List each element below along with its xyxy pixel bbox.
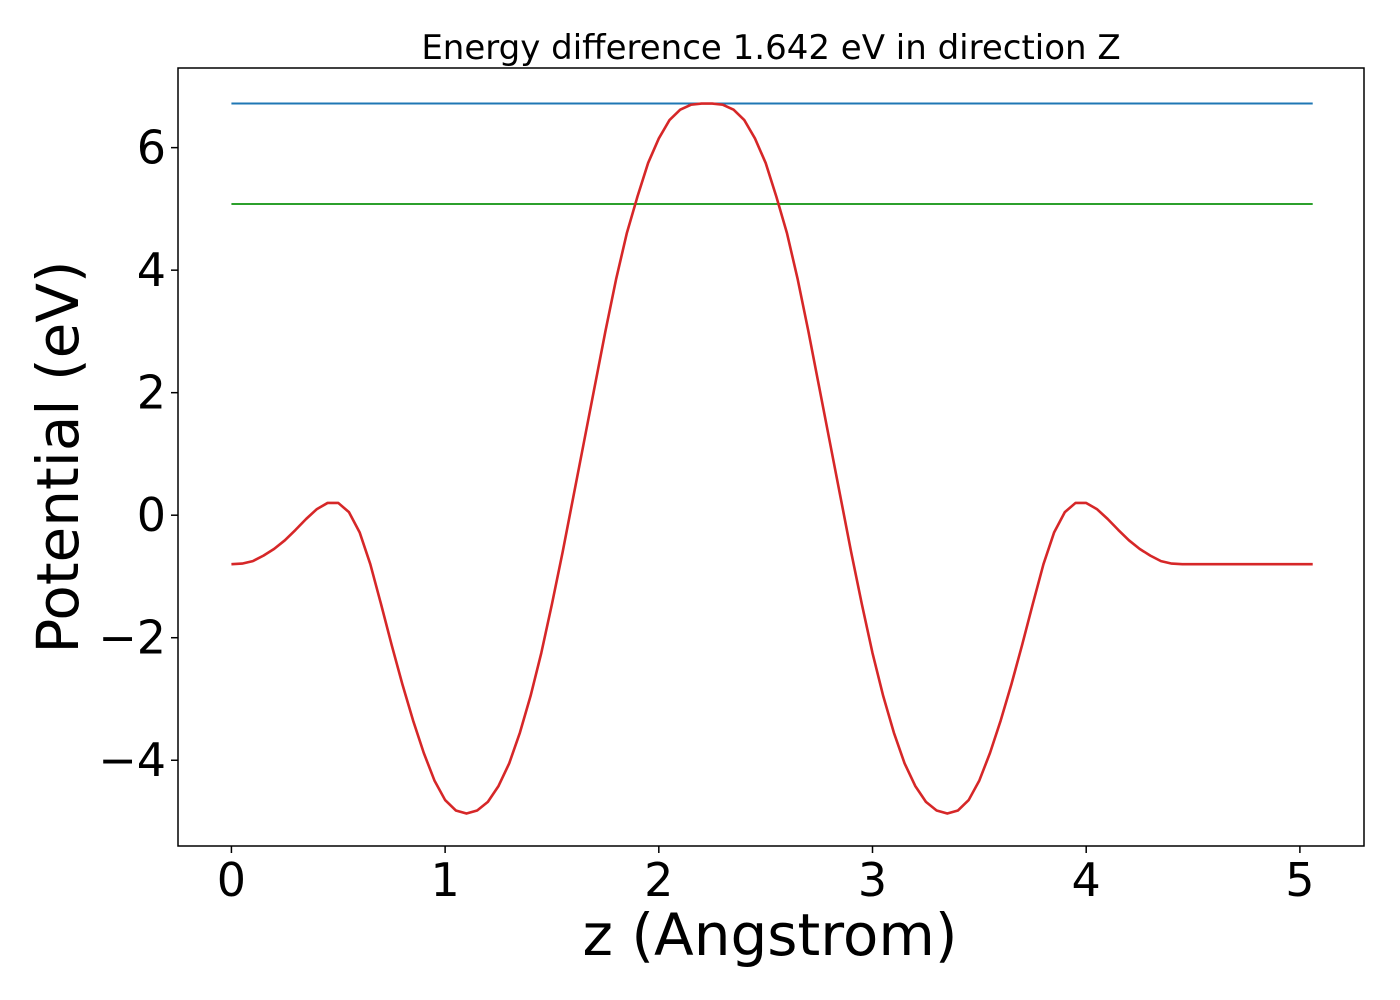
x-tick-label: 1 <box>430 853 459 907</box>
x-tick-label: 5 <box>1285 853 1314 907</box>
x-axis-label: z (Angstrom) <box>583 901 958 969</box>
y-tick-label: 2 <box>137 366 166 420</box>
x-tick-label: 2 <box>644 853 673 907</box>
y-axis-label: Potential (eV) <box>24 260 92 653</box>
y-tick-label: 0 <box>137 488 166 542</box>
series-line-3 <box>231 102 1313 815</box>
x-tick-label: 0 <box>217 853 246 907</box>
x-tick-label: 3 <box>858 853 887 907</box>
y-tick-label: 4 <box>137 243 166 297</box>
y-tick-label: −2 <box>98 611 166 665</box>
y-tick-label: 6 <box>137 121 166 175</box>
x-tick-label: 4 <box>1072 853 1101 907</box>
chart-title: Energy difference 1.642 eV in direction … <box>421 28 1120 68</box>
x-axis-ticks: 0 1 2 3 4 5 <box>217 846 1315 907</box>
plot-frame <box>177 67 1365 847</box>
y-axis-ticks: −4 −2 0 2 4 6 <box>98 121 178 787</box>
plot-area <box>231 102 1313 815</box>
y-tick-label: −4 <box>98 733 166 787</box>
